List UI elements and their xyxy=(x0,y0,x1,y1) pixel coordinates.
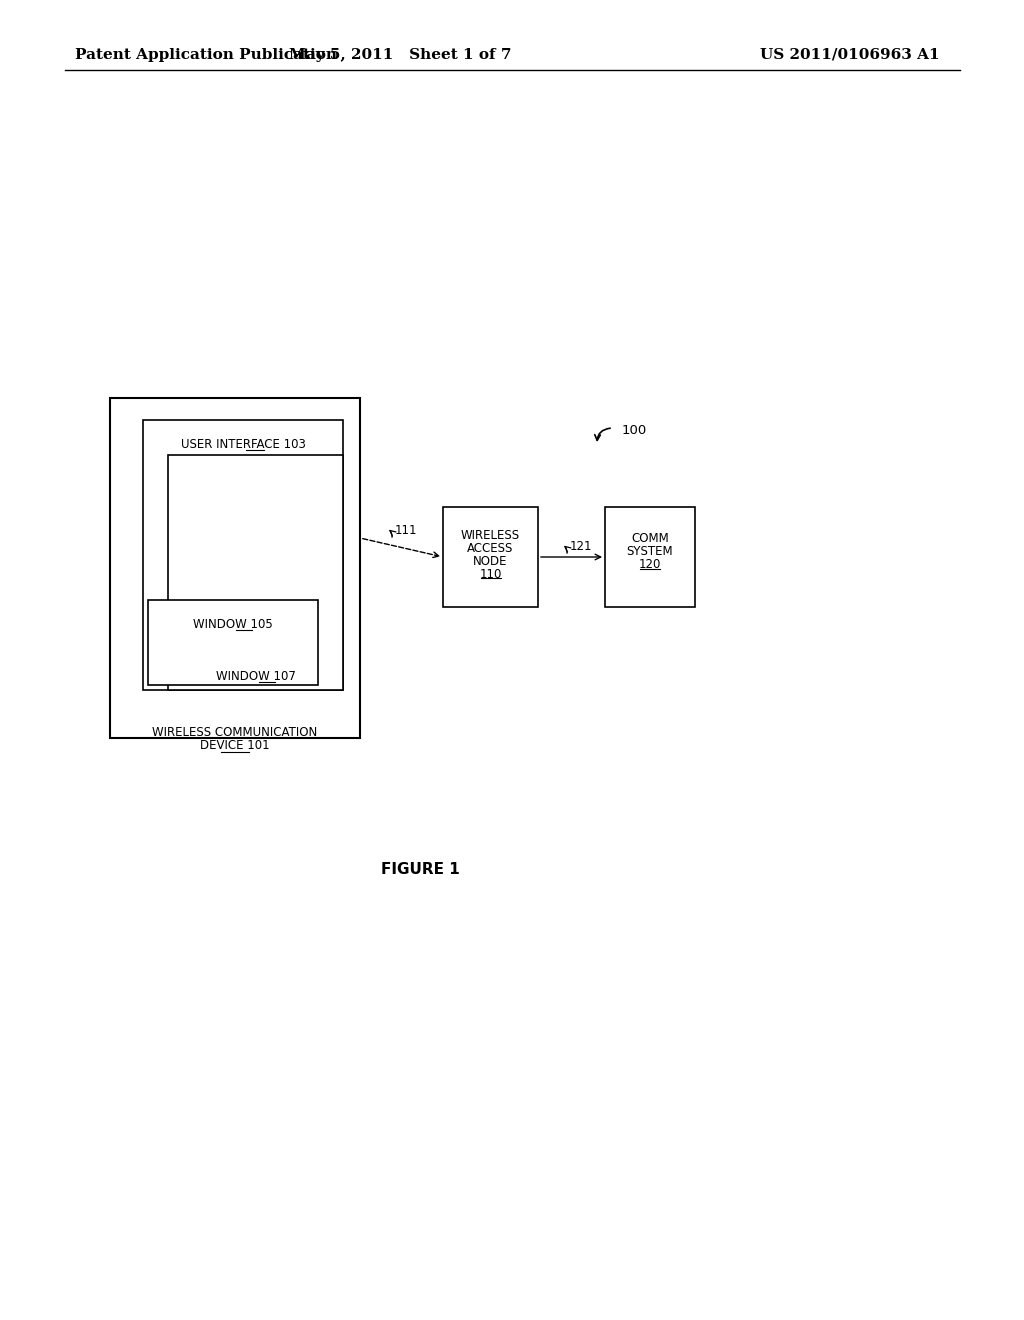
Bar xyxy=(168,455,343,690)
Text: SYSTEM: SYSTEM xyxy=(627,545,674,558)
Bar xyxy=(605,507,695,607)
Text: 120: 120 xyxy=(639,558,662,572)
Text: 100: 100 xyxy=(622,424,647,437)
Text: May 5, 2011   Sheet 1 of 7: May 5, 2011 Sheet 1 of 7 xyxy=(289,48,511,62)
Text: 121: 121 xyxy=(569,540,592,553)
Text: NODE: NODE xyxy=(473,554,508,568)
Text: WIRELESS: WIRELESS xyxy=(461,529,520,543)
Text: US 2011/0106963 A1: US 2011/0106963 A1 xyxy=(761,48,940,62)
Text: WIRELESS COMMUNICATION: WIRELESS COMMUNICATION xyxy=(153,726,317,739)
Text: DEVICE 101: DEVICE 101 xyxy=(200,739,269,752)
Text: COMM: COMM xyxy=(631,532,669,545)
Text: Patent Application Publication: Patent Application Publication xyxy=(75,48,337,62)
Bar xyxy=(143,420,343,690)
Text: ACCESS: ACCESS xyxy=(467,543,514,554)
Text: 111: 111 xyxy=(394,524,417,537)
Text: WINDOW 107: WINDOW 107 xyxy=(216,671,296,682)
Bar xyxy=(110,399,360,738)
Bar xyxy=(443,507,538,607)
Text: WINDOW 105: WINDOW 105 xyxy=(194,618,272,631)
Text: USER INTERFACE 103: USER INTERFACE 103 xyxy=(180,438,305,451)
Text: 110: 110 xyxy=(479,568,502,581)
Bar xyxy=(148,601,318,685)
Text: FIGURE 1: FIGURE 1 xyxy=(381,862,460,878)
